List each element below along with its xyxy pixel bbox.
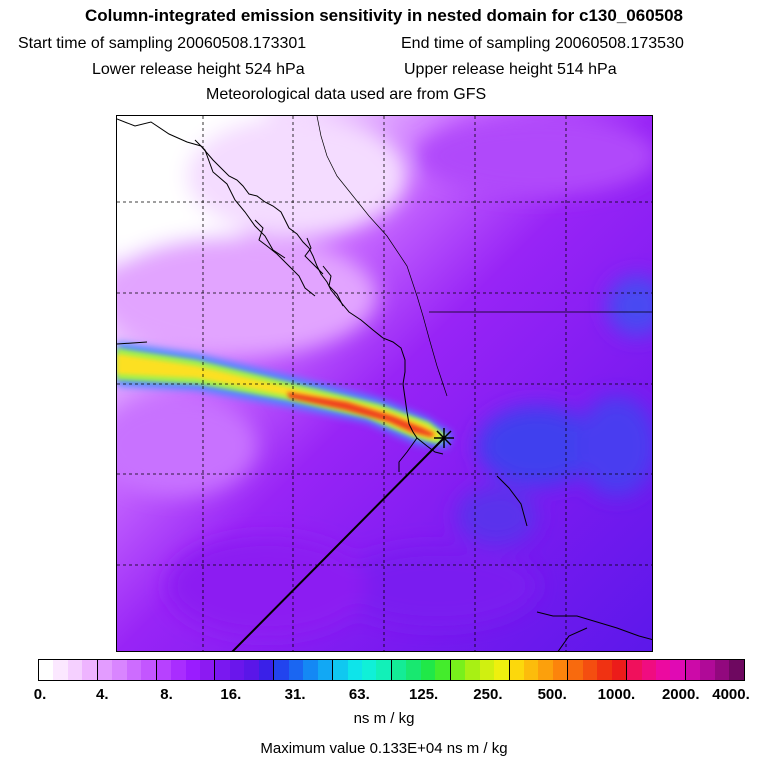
colorbar-segment — [494, 660, 510, 680]
colorbar-segment — [420, 660, 436, 680]
colorbar-segment — [714, 660, 730, 680]
colorbar-segment — [523, 660, 539, 680]
colorbar-segment — [479, 660, 495, 680]
colorbar-segment — [82, 660, 98, 680]
colorbar-segment — [729, 660, 744, 680]
colorbar-segment — [597, 660, 612, 680]
colorbar-segment — [538, 660, 553, 680]
colorbar-segment — [376, 660, 392, 680]
map-title: Column-integrated emission sensitivity i… — [84, 6, 684, 25]
colorbar-segment — [39, 660, 54, 680]
colorbar-segment — [582, 660, 598, 680]
colorbar-tick-label: 8. — [160, 686, 173, 703]
flight-track — [231, 437, 445, 651]
lower-release-height-label: Lower release height 524 hPa — [92, 61, 305, 78]
met-data-label: Meteorological data used are from GFS — [206, 86, 487, 103]
colorbar-segment — [141, 660, 157, 680]
colorbar-segment — [700, 660, 715, 680]
colorbar-tick-label: 1000. — [597, 686, 636, 703]
end-time-label: End time of sampling 20060508.173530 — [401, 35, 684, 52]
colorbar-segment — [67, 660, 83, 680]
coastline — [117, 118, 652, 651]
colorbar-tick-label: 125. — [409, 686, 439, 703]
field-patches — [117, 116, 652, 636]
colorbar-segment — [244, 660, 259, 680]
political-border — [316, 116, 652, 397]
colorbar-segment — [450, 660, 466, 680]
colorbar-segment — [258, 660, 275, 680]
colorbar-units: ns m / kg — [353, 710, 415, 727]
colorbar-segment — [627, 660, 642, 680]
colorbar-segment — [465, 660, 480, 680]
colorbar-segment — [274, 660, 289, 680]
colorbar-segment — [509, 660, 524, 680]
start-time-label: Start time of sampling 20060508.173301 — [18, 35, 307, 52]
colorbar-tick-label: 31. — [284, 686, 306, 703]
colorbar-segment — [641, 660, 657, 680]
colorbar-tick-label: 4000. — [712, 686, 750, 703]
colorbar-tick-label: 4. — [96, 686, 109, 703]
colorbar-segment — [552, 660, 569, 680]
sensitivity-map — [116, 115, 653, 652]
colorbar-segment — [126, 660, 142, 680]
colorbar-segment — [656, 660, 671, 680]
colorbar-segment — [361, 660, 377, 680]
colorbar-segment — [685, 660, 701, 680]
release-point-marker — [434, 428, 454, 448]
colorbar-segment — [670, 660, 686, 680]
colorbar-segment — [112, 660, 127, 680]
colorbar-segment — [406, 660, 421, 680]
colorbar-tick-label: 2000. — [661, 686, 700, 703]
colorbar — [38, 659, 745, 681]
upper-release-height-label: Upper release height 514 hPa — [404, 61, 617, 78]
colorbar-segment — [156, 660, 172, 680]
colorbar-tick-labels: 0. 4. 8. 16. 31. 63. 125. 250. 500. 1000. 2000. 400… — [0, 686, 768, 706]
colorbar-segment — [229, 660, 245, 680]
colorbar-segment — [97, 660, 113, 680]
colorbar-segment — [611, 660, 628, 680]
colorbar-segment — [199, 660, 216, 680]
colorbar-segment — [303, 660, 318, 680]
maximum-value-label: Maximum value 0.133E+04 ns m / kg — [260, 740, 508, 757]
colorbar-segment — [171, 660, 186, 680]
colorbar-tick-label: 63. — [348, 686, 370, 703]
colorbar-segment — [568, 660, 583, 680]
colorbar-segment — [317, 660, 334, 680]
colorbar-segment — [347, 660, 362, 680]
colorbar-segment — [185, 660, 200, 680]
colorbar-segment — [53, 660, 68, 680]
colorbar-segment — [391, 660, 407, 680]
emission-plume — [117, 342, 452, 448]
colorbar-segment — [333, 660, 348, 680]
colorbar-segment — [288, 660, 304, 680]
colorbar-tick-label: 250. — [473, 686, 503, 703]
colorbar-segment — [435, 660, 451, 680]
colorbar-segment — [215, 660, 230, 680]
colorbar-tick-label: 16. — [220, 686, 242, 703]
colorbar-tick-label: 0. — [33, 686, 47, 703]
colorbar-tick-label: 500. — [537, 686, 567, 703]
